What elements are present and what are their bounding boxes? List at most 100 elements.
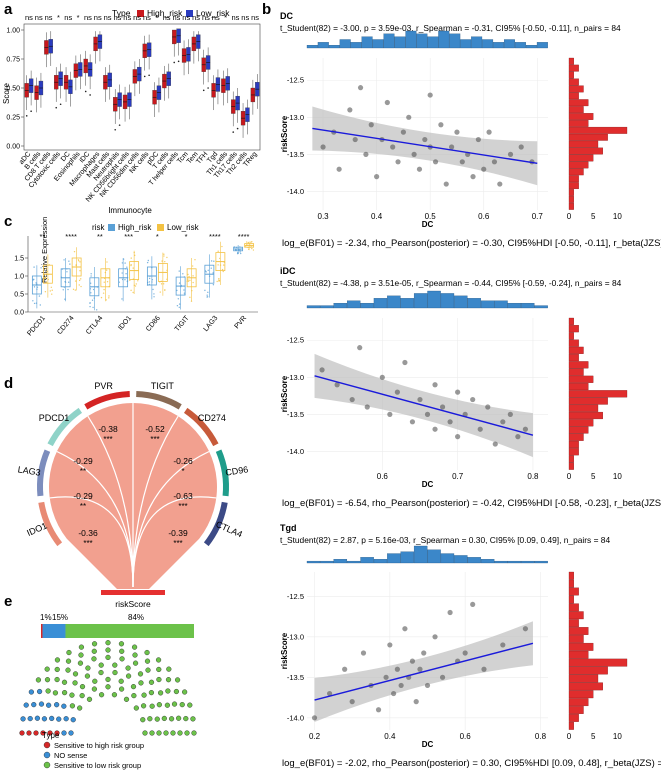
b-scatter-point [363, 151, 369, 157]
b-scatter-point [352, 136, 358, 143]
c-jitter-point [90, 292, 92, 294]
b-ytick-label: -13.0 [287, 113, 304, 122]
c-xtick-label: TIGIT [174, 314, 191, 333]
e-waffle-dot [56, 716, 62, 722]
b-hist-right-bar [568, 419, 594, 427]
c-jitter-point [148, 277, 151, 280]
e-waffle-dot [26, 730, 32, 736]
a-xlabel: Immunocyte [108, 206, 152, 215]
b-hist-right-bar [568, 64, 579, 72]
c-jitter-point [166, 256, 168, 259]
e-waffle-dot [31, 702, 37, 708]
e-waffle-dot [154, 716, 160, 722]
b-ytick-label: -14.0 [287, 187, 304, 196]
b-hist-top-bar [350, 42, 362, 49]
b-scatter-point [357, 345, 363, 351]
panel-e-waffle: 1% 15% 84% Type Sensitive to high risk gro… [19, 613, 197, 770]
e-waffle-dot [78, 644, 85, 650]
c-ytick-label: 1.0 [14, 274, 24, 281]
b-fit-line [314, 642, 534, 701]
b-hist-right-bar [568, 120, 589, 127]
e-waffle-dot [138, 680, 144, 686]
c-jitter-point [73, 250, 76, 253]
e-waffle-dot [147, 716, 153, 722]
c-jitter-point [164, 289, 166, 291]
b-fit-line [314, 375, 534, 436]
e-waffle-dot [44, 666, 50, 672]
b-scatter-point [406, 114, 412, 120]
e-waffle-dot [161, 715, 167, 722]
b-hist-right-bar [568, 368, 584, 376]
b-ytick-label: -13.5 [287, 150, 304, 159]
e-waffle-dot [54, 666, 60, 673]
b-scatter-point [422, 136, 428, 143]
c-jitter-point [90, 273, 92, 275]
d-node-label: PDCD1 [39, 413, 70, 423]
b-hist-right-bar [568, 113, 594, 120]
a-sig-label: ns [143, 13, 151, 22]
e-waffle-dot [176, 715, 182, 721]
b-scatter-point [349, 396, 355, 403]
e-waffle-dot [33, 730, 39, 736]
e-waffle-dot [66, 649, 72, 656]
a-outlier [177, 60, 180, 63]
b-scatter-point [507, 411, 513, 417]
e-waffle-dot [164, 702, 170, 708]
b-hist-tick: 10 [613, 212, 622, 221]
c-jitter-point [163, 253, 165, 255]
e-waffle-dot [168, 716, 175, 722]
e-bar-segment [65, 624, 194, 638]
b-hist-top-bar [413, 293, 428, 309]
d-node-label: CD96 [225, 464, 249, 477]
c-jitter-point [33, 302, 36, 305]
e-waffle-dot [145, 667, 151, 673]
b-hist-right-bar [568, 325, 579, 333]
c-jitter-point [187, 280, 190, 282]
b-scatter-point [455, 434, 461, 440]
b-xtick-label: 0.8 [535, 732, 547, 741]
b-hist-top-bar [438, 30, 450, 49]
e-waffle-dot [165, 677, 172, 683]
b-hist-top-bar [339, 39, 351, 49]
e-waffle-dot [36, 688, 43, 695]
c-jitter-point [44, 276, 47, 278]
c-xtick-label: CD86 [145, 315, 162, 333]
c-jitter-point [221, 268, 224, 271]
b-hist-right-bar [568, 397, 608, 405]
c-ytick-label: 0.5 [14, 292, 24, 299]
e-waffle-dot [84, 673, 91, 679]
c-jitter-point [189, 296, 191, 299]
panel-letter-c: c [4, 213, 12, 230]
b-hist-right-bar [568, 658, 628, 667]
b-scatter-point [477, 426, 483, 432]
b-scatter-point [432, 159, 439, 165]
b-hist-right-bar [568, 682, 603, 691]
b-hist-top-bar [387, 295, 401, 309]
c-jitter-point [67, 281, 70, 283]
c-jitter-point [40, 267, 42, 269]
a-sig-label: ns [133, 13, 141, 22]
c-jitter-point [194, 258, 196, 261]
e-waffle-dot [40, 730, 46, 736]
e-waffle-dot [123, 696, 130, 702]
e-waffle-dot [65, 667, 71, 673]
c-jitter-point [212, 283, 215, 286]
b-hist-top-bar [320, 305, 334, 309]
b-scatter-point [417, 396, 423, 403]
e-waffle-dot [112, 669, 118, 676]
b-scatter-point [455, 389, 461, 395]
e-waffle-dot [47, 730, 53, 736]
c-jitter-point [44, 277, 47, 280]
b-scatter-point [449, 144, 455, 150]
c-sig-label: ** [39, 232, 45, 241]
e-waffle-dot [174, 677, 181, 683]
c-sig-label: *** [124, 232, 133, 241]
e-waffle-dot [131, 644, 138, 650]
b-hist-right-bar [568, 690, 594, 699]
b-hist-top-bar [416, 33, 428, 49]
e-bar-label-2: 15% [52, 613, 68, 622]
b-scatter-point [500, 642, 506, 648]
c-jitter-point [135, 283, 137, 285]
e-waffle-dot [41, 716, 48, 722]
b-hist-right-bar [568, 147, 603, 155]
